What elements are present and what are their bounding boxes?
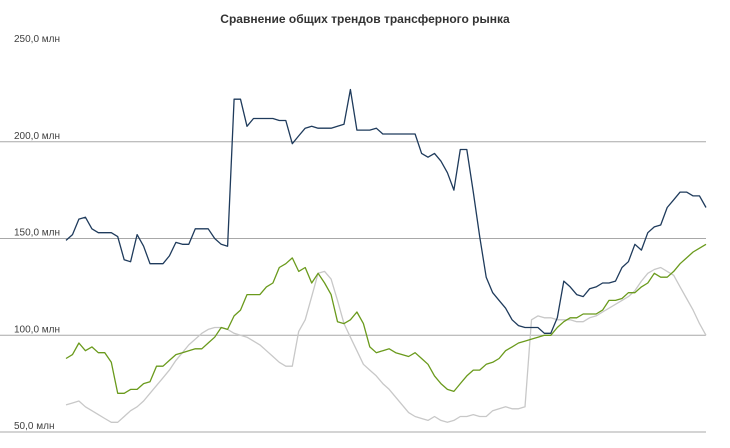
series-line (65, 243, 707, 394)
chart-title: Сравнение общих трендов трансферного рын… (220, 12, 510, 26)
series-line (65, 88, 707, 334)
series-line (65, 266, 707, 423)
y-tick-label: 100,0 млн (14, 324, 60, 335)
y-tick-label: 250,0 млн (14, 34, 60, 45)
y-axis-ticks: 50,0 млн 100,0 млн 150,0 млн 200,0 млн 250,0… (14, 34, 60, 432)
y-tick-label: 50,0 млн (14, 421, 54, 432)
gridlines (0, 141, 706, 433)
y-tick-label: 150,0 млн (14, 228, 60, 239)
y-tick-label: 200,0 млн (14, 131, 60, 142)
series-lines (65, 88, 707, 423)
